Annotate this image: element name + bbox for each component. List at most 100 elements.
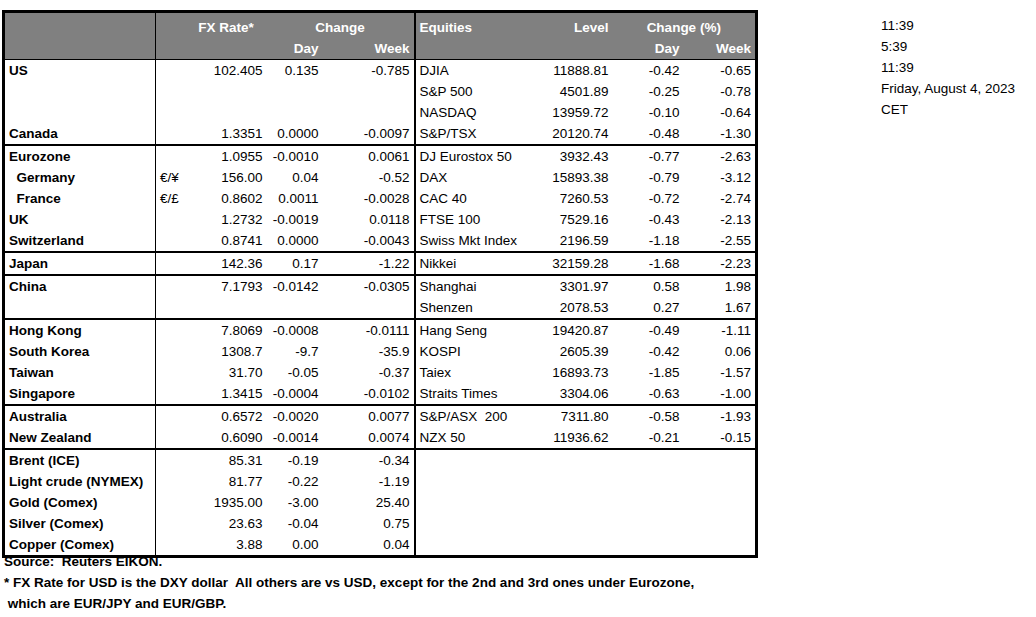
fx-rate-value: 1308.7: [186, 341, 267, 362]
equity-week-change-value: -1.57: [684, 362, 757, 383]
header-eq-week: Week: [684, 38, 757, 60]
fx-day-change-value: -0.0014: [267, 427, 323, 449]
footnote-line-2: which are EUR/JPY and EUR/GBP.: [4, 593, 824, 614]
fx-day-change-value: -0.0019: [267, 209, 323, 230]
equity-week-change-value: [684, 471, 757, 492]
equity-index-name: S&P/ASX 200: [415, 405, 535, 427]
region-label: Australia: [4, 405, 156, 427]
fx-rate-value: [186, 81, 267, 102]
equity-day-change-value: -0.10: [613, 102, 684, 123]
equity-week-change-value: [684, 449, 757, 471]
table-row: France €/£ 0.8602 0.0011 -0.0028 CAC 40 …: [4, 188, 757, 209]
timestamp-tertiary: 11:39: [881, 57, 1015, 78]
fx-week-change-value: [323, 102, 415, 123]
currency-pair-symbol: [156, 145, 186, 167]
fx-day-change-value: -0.22: [267, 471, 323, 492]
source-line: Source: Reuters EIKON.: [4, 551, 824, 572]
fx-day-change-value: -3.00: [267, 492, 323, 513]
fx-day-change-value: 0.04: [267, 167, 323, 188]
fx-day-change-value: -0.0004: [267, 383, 323, 405]
fx-rate-value: 23.63: [186, 513, 267, 534]
header-blank: [156, 38, 186, 60]
equity-week-change-value: -2.74: [684, 188, 757, 209]
equity-level-value: 7529.16: [535, 209, 613, 230]
table-row: US 102.405 0.135 -0.785 DJIA 11888.81 -0…: [4, 60, 757, 82]
table-row: Switzerland 0.8741 0.0000 -0.0043 Swiss …: [4, 230, 757, 252]
header-level: Level: [535, 12, 613, 39]
equity-index-name: CAC 40: [415, 188, 535, 209]
equity-level-value: 3304.06: [535, 383, 613, 405]
equity-index-name: Hang Seng: [415, 319, 535, 341]
equity-day-change-value: -1.85: [613, 362, 684, 383]
equity-day-change-value: -0.42: [613, 60, 684, 82]
fx-week-change-value: -1.22: [323, 252, 415, 275]
currency-pair-symbol: [156, 123, 186, 145]
header-blank: [415, 38, 535, 60]
fx-week-change-value: -0.0102: [323, 383, 415, 405]
region-label: Canada: [4, 123, 156, 145]
fx-rate-value: [186, 102, 267, 123]
equity-index-name: Shenzen: [415, 297, 535, 319]
region-label: Japan: [4, 252, 156, 275]
currency-pair-symbol: [156, 60, 186, 82]
equity-level-value: 11888.81: [535, 60, 613, 82]
region-label: Gold (Comex): [4, 492, 156, 513]
table-row: Light crude (NYMEX) 81.77 -0.22 -1.19: [4, 471, 757, 492]
equity-index-name: Taiex: [415, 362, 535, 383]
equity-day-change-value: -0.42: [613, 341, 684, 362]
fx-rate-value: 0.8741: [186, 230, 267, 252]
currency-pair-symbol: [156, 319, 186, 341]
region-label: Switzerland: [4, 230, 156, 252]
equity-day-change-value: -0.49: [613, 319, 684, 341]
fx-week-change-value: [323, 81, 415, 102]
fx-day-change-value: -0.04: [267, 513, 323, 534]
region-label: Brent (ICE): [4, 449, 156, 471]
table-row: Shenzen 2078.53 0.27 1.67: [4, 297, 757, 319]
currency-pair-symbol: [156, 252, 186, 275]
fx-week-change-value: -0.785: [323, 60, 415, 82]
footer: Source: Reuters EIKON. * FX Rate for USD…: [4, 551, 824, 614]
region-label: Light crude (NYMEX): [4, 471, 156, 492]
table-row: Canada 1.3351 0.0000 -0.0097 S&P/TSX 201…: [4, 123, 757, 145]
equity-day-change-value: [613, 471, 684, 492]
header-fx-change: Change: [267, 12, 415, 39]
fx-rate-value: 1935.00: [186, 492, 267, 513]
equity-level-value: 20120.74: [535, 123, 613, 145]
equity-index-name: NZX 50: [415, 427, 535, 449]
table-row: Brent (ICE) 85.31 -0.19 -0.34: [4, 449, 757, 471]
equity-index-name: FTSE 100: [415, 209, 535, 230]
equity-level-value: [535, 471, 613, 492]
region-label: [4, 297, 156, 319]
header-corner-cell: [4, 12, 156, 39]
fx-rate-value: 156.00: [186, 167, 267, 188]
equity-day-change-value: -0.43: [613, 209, 684, 230]
header-symbol-cell: [156, 12, 186, 39]
fx-week-change-value: -0.0305: [323, 275, 415, 297]
equity-week-change-value: [684, 492, 757, 513]
region-label: China: [4, 275, 156, 297]
currency-pair-symbol: [156, 383, 186, 405]
equity-day-change-value: [613, 492, 684, 513]
equity-day-change-value: -0.25: [613, 81, 684, 102]
equity-week-change-value: -1.93: [684, 405, 757, 427]
table-row: NASDAQ 13959.72 -0.10 -0.64: [4, 102, 757, 123]
fx-week-change-value: -0.0043: [323, 230, 415, 252]
equity-week-change-value: -1.11: [684, 319, 757, 341]
table-row: New Zealand 0.6090 -0.0014 0.0074 NZX 50…: [4, 427, 757, 449]
fx-rate-value: [186, 297, 267, 319]
fx-week-change-value: -0.0097: [323, 123, 415, 145]
region-label: Germany: [4, 167, 156, 188]
fx-day-change-value: 0.0000: [267, 230, 323, 252]
equity-index-name: S&P 500: [415, 81, 535, 102]
currency-pair-symbol: [156, 471, 186, 492]
equity-week-change-value: -2.55: [684, 230, 757, 252]
region-label: South Korea: [4, 341, 156, 362]
equity-level-value: 2605.39: [535, 341, 613, 362]
currency-pair-symbol: [156, 230, 186, 252]
currency-pair-symbol: [156, 102, 186, 123]
header-blank: [186, 38, 267, 60]
fx-week-change-value: -0.0111: [323, 319, 415, 341]
region-label: Silver (Comex): [4, 513, 156, 534]
equity-day-change-value: -0.79: [613, 167, 684, 188]
equity-level-value: 11936.62: [535, 427, 613, 449]
